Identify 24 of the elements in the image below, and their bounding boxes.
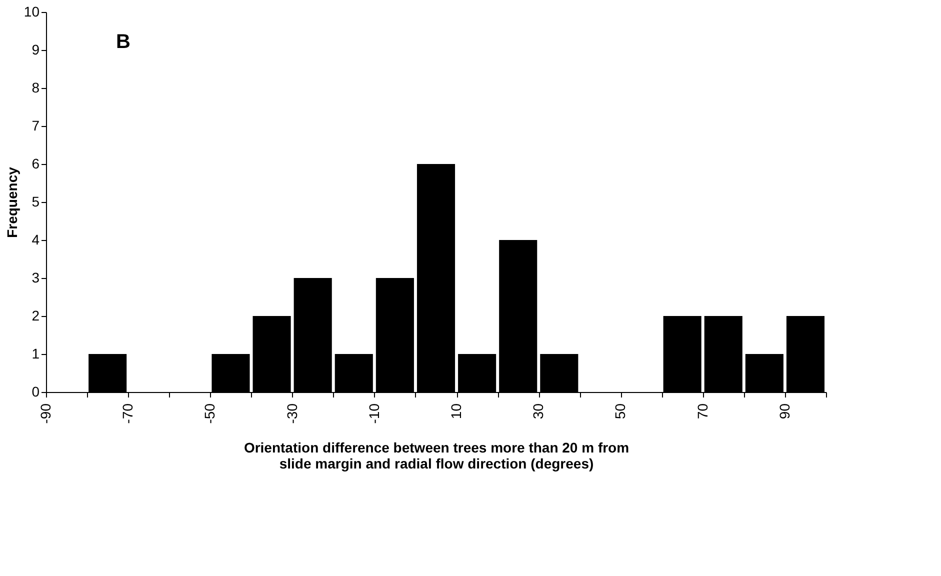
y-tick-label: 4 xyxy=(32,232,40,248)
y-tick-label: 7 xyxy=(32,118,40,134)
y-tick-label: 0 xyxy=(32,384,40,400)
y-tick-label: 8 xyxy=(32,80,40,96)
x-tick-label: -50 xyxy=(202,403,218,424)
x-tick-label: 70 xyxy=(694,403,710,420)
x-tick-label: 10 xyxy=(448,403,464,420)
y-tick-label: 2 xyxy=(32,308,40,324)
x-tick-label: 90 xyxy=(776,403,792,420)
x-tick-label: -90 xyxy=(38,403,54,424)
y-tick-label: 10 xyxy=(24,4,40,20)
y-tick-label: 3 xyxy=(32,270,40,286)
x-axis-title: Orientation difference between trees more than 20 m from slide margin and radial flow direction (degrees) xyxy=(244,440,630,472)
annotation: B xyxy=(116,31,130,53)
y-tick-label: 9 xyxy=(32,42,40,58)
x-tick-label: 30 xyxy=(530,403,546,420)
x-tick-label: 50 xyxy=(612,403,628,420)
y-tick-label: 1 xyxy=(32,346,40,362)
x-tick-label: -10 xyxy=(366,403,382,424)
y-tick-label: 6 xyxy=(32,156,40,172)
y-axis-title: Frequency xyxy=(4,166,20,238)
x-tick-label: -30 xyxy=(284,403,300,424)
y-tick-label: 5 xyxy=(32,194,40,210)
x-tick-label: -70 xyxy=(120,403,136,424)
